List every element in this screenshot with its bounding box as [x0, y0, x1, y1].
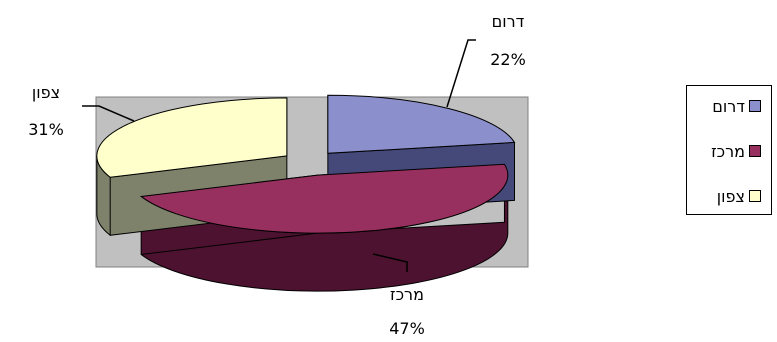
slice-center	[139, 163, 509, 234]
legend-label-center: מרכז	[711, 141, 745, 161]
label-center-name: מרכז	[390, 285, 424, 304]
leader-line-north	[82, 105, 135, 122]
legend-item-north: צפון	[717, 186, 761, 206]
slice-north	[96, 97, 288, 178]
label-south-name: דרום	[492, 12, 525, 31]
legend-swatch-south	[749, 100, 761, 112]
leader-line-center	[372, 253, 408, 272]
label-north-name: צפון	[32, 83, 60, 102]
label-north-value: 31%	[28, 120, 64, 139]
legend-item-south: דרום	[712, 96, 761, 116]
legend-swatch-north	[749, 190, 761, 202]
legend-label-south: דרום	[712, 96, 745, 116]
legend-item-center: מרכז	[711, 141, 761, 161]
label-south-value: 22%	[490, 50, 526, 69]
slice-south	[327, 94, 516, 154]
legend-swatch-center	[749, 145, 761, 157]
label-center-value: 47%	[389, 319, 425, 338]
legend-label-north: צפון	[716, 186, 745, 206]
legend: דרום מרכז צפון	[686, 85, 772, 215]
leader-line-south	[446, 39, 476, 108]
